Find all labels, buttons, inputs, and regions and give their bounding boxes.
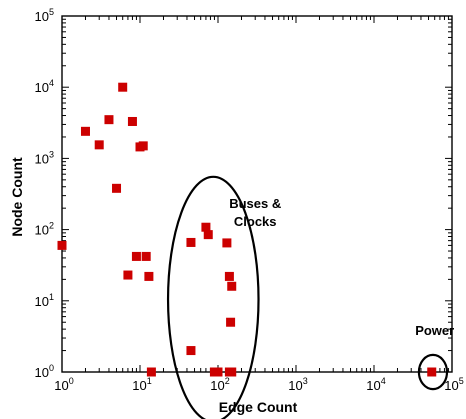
data-point: [227, 367, 237, 377]
y-tick-label: 103: [35, 149, 54, 166]
y-tick-label: 104: [35, 78, 54, 95]
data-point: [80, 126, 90, 136]
power-ellipse: [417, 353, 449, 391]
data-point: [118, 82, 128, 92]
data-point: [104, 115, 114, 125]
data-point: [201, 222, 211, 232]
data-point: [138, 141, 148, 151]
power-label: Power: [415, 323, 454, 338]
x-tick-label: 105: [444, 376, 463, 393]
y-axis-title: Node Count: [9, 157, 25, 237]
data-point: [57, 240, 67, 250]
buses-clocks-label: Buses &: [229, 196, 281, 211]
data-point: [226, 317, 236, 327]
x-tick-label: 101: [132, 376, 151, 393]
y-tick-label: 101: [35, 292, 54, 309]
x-tick-label: 102: [210, 376, 229, 393]
y-tick-label: 100: [35, 363, 54, 380]
data-point: [222, 238, 232, 248]
data-point: [213, 367, 223, 377]
data-point: [127, 116, 137, 126]
y-tick-label: 102: [35, 221, 54, 238]
plot-frame: [61, 15, 453, 373]
data-point: [123, 270, 133, 280]
x-tick-label: 104: [366, 376, 385, 393]
data-point: [203, 230, 213, 240]
buses-clocks-ellipse: [166, 175, 260, 419]
x-tick-label: 100: [54, 376, 73, 393]
data-point: [141, 251, 151, 261]
y-tick-label: 105: [35, 7, 54, 24]
buses-clocks-label: Clocks: [234, 214, 277, 229]
x-tick-label: 103: [288, 376, 307, 393]
data-point: [112, 183, 122, 193]
data-point: [186, 237, 196, 247]
plot-area: 100 101 102 103 104 105 100 101 102 103 104 105 Buse…: [35, 7, 464, 419]
data-point: [144, 271, 154, 281]
data-point: [227, 281, 237, 291]
x-axis-title: Edge Count: [219, 399, 298, 415]
data-point: [131, 251, 141, 261]
data-point: [94, 140, 104, 150]
data-point: [427, 367, 437, 377]
data-point: [224, 271, 234, 281]
data-point: [186, 346, 196, 356]
data-point: [146, 367, 156, 377]
